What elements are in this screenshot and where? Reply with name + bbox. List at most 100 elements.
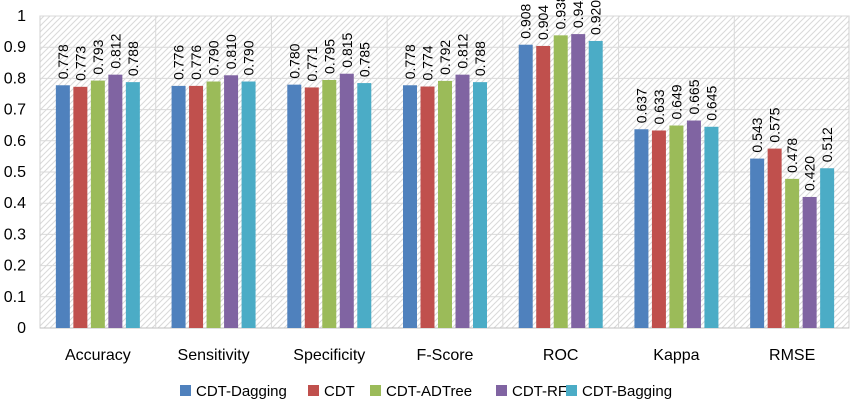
data-label: 0.776 — [171, 45, 187, 80]
x-category-label: RMSE — [769, 347, 815, 364]
bar — [403, 85, 417, 328]
data-label: 0.649 — [668, 84, 684, 119]
data-label: 0.785 — [356, 42, 372, 77]
data-label: 0.420 — [802, 156, 818, 191]
bar — [125, 82, 140, 328]
y-axis-tick-labels: 0 0.1 0.2 0.3 0.4 0.5 0.6 0.7 0.8 0.9 1 — [4, 8, 26, 337]
data-label: 0.812 — [455, 33, 471, 68]
bar — [518, 44, 533, 328]
data-label: 0.665 — [686, 79, 702, 114]
x-axis-category-labels: Accuracy Sensitivity Specificity F-Score ROC… — [65, 347, 815, 364]
data-labels: 0.778 0.773 0.793 0.812 0.788 0.776 0.776 0.790… — [55, 0, 835, 191]
bar — [241, 81, 256, 329]
legend-swatch — [370, 385, 381, 396]
bar — [473, 82, 487, 328]
legend-swatch — [496, 385, 507, 396]
legend: CDT-Dagging CDT CDT-ADTree CDT-RF CDT-Baggin… — [180, 383, 672, 400]
bar — [785, 178, 800, 328]
data-label: 0.795 — [321, 39, 337, 74]
bar — [322, 79, 337, 329]
bar — [304, 87, 319, 328]
data-label: 0.788 — [472, 41, 488, 76]
data-label: 0.771 — [304, 46, 320, 81]
bar — [588, 40, 603, 329]
x-category-label: Sensitivity — [178, 347, 250, 364]
bar — [55, 85, 70, 328]
x-category-label: Accuracy — [65, 347, 131, 364]
legend-label: CDT-Dagging — [196, 383, 287, 400]
data-label: 0.645 — [703, 86, 719, 121]
bar — [767, 148, 782, 328]
data-label: 0.812 — [107, 33, 123, 68]
y-tick-label: 1 — [17, 8, 26, 25]
data-label: 0.512 — [819, 127, 835, 162]
bar — [704, 126, 719, 328]
x-category-label: Kappa — [653, 347, 699, 364]
bar — [438, 80, 452, 328]
bar — [669, 125, 684, 329]
bar — [820, 168, 835, 328]
data-label: 0.776 — [188, 45, 204, 80]
bar — [686, 120, 701, 329]
data-label: 0.792 — [437, 40, 453, 75]
legend-label: CDT-RF — [512, 383, 567, 400]
y-tick-label: 0.8 — [4, 70, 26, 87]
bar — [206, 81, 221, 329]
bar — [651, 130, 666, 328]
legend-swatch — [308, 385, 319, 396]
data-label: 0.920 — [588, 0, 604, 35]
data-label: 0.773 — [72, 46, 88, 81]
bar — [108, 74, 123, 328]
bar — [455, 74, 470, 328]
data-label: 0.790 — [241, 40, 257, 75]
data-label: 0.793 — [90, 39, 106, 74]
data-label: 0.810 — [223, 34, 239, 69]
bar — [420, 86, 435, 329]
y-tick-label: 0.3 — [4, 226, 26, 243]
bar — [189, 85, 204, 328]
data-label: 0.774 — [420, 45, 436, 80]
data-label: 0.788 — [125, 41, 141, 76]
legend-label: CDT-Bagging — [582, 383, 672, 400]
data-label: 0.780 — [286, 43, 302, 78]
y-tick-label: 0.7 — [4, 102, 26, 119]
data-label: 0.815 — [339, 32, 355, 67]
bar — [750, 158, 765, 328]
data-label: 0.938 — [553, 0, 569, 29]
bar — [802, 196, 817, 328]
data-label: 0.633 — [651, 89, 667, 124]
y-tick-label: 0.2 — [4, 258, 26, 275]
bar — [90, 80, 105, 328]
data-label: 0.942 — [570, 0, 586, 28]
data-label: 0.778 — [55, 44, 71, 79]
x-category-label: F-Score — [417, 347, 474, 364]
y-tick-label: 0.1 — [4, 289, 26, 306]
legend-swatch — [180, 385, 191, 396]
y-tick-label: 0.4 — [4, 195, 26, 212]
legend-swatch — [566, 385, 577, 396]
data-label: 0.637 — [633, 88, 649, 123]
y-tick-label: 0.5 — [4, 164, 26, 181]
bar — [339, 73, 354, 328]
bar — [73, 86, 88, 328]
x-category-label: ROC — [543, 347, 579, 364]
y-tick-label: 0 — [17, 320, 26, 337]
bar — [224, 75, 239, 328]
data-label: 0.543 — [749, 117, 765, 152]
legend-label: CDT-ADTree — [386, 383, 472, 400]
data-label: 0.908 — [518, 3, 534, 38]
data-label: 0.575 — [767, 107, 783, 142]
bar — [553, 35, 568, 329]
bar — [536, 45, 551, 329]
bars — [55, 34, 835, 329]
bar — [287, 84, 302, 328]
data-label: 0.904 — [535, 5, 551, 40]
y-tick-label: 0.9 — [4, 39, 26, 56]
data-label: 0.478 — [784, 138, 800, 173]
bar — [634, 129, 649, 328]
bar — [357, 83, 372, 328]
legend-label: CDT — [324, 383, 355, 400]
data-label: 0.790 — [206, 40, 222, 75]
bar — [571, 34, 586, 328]
